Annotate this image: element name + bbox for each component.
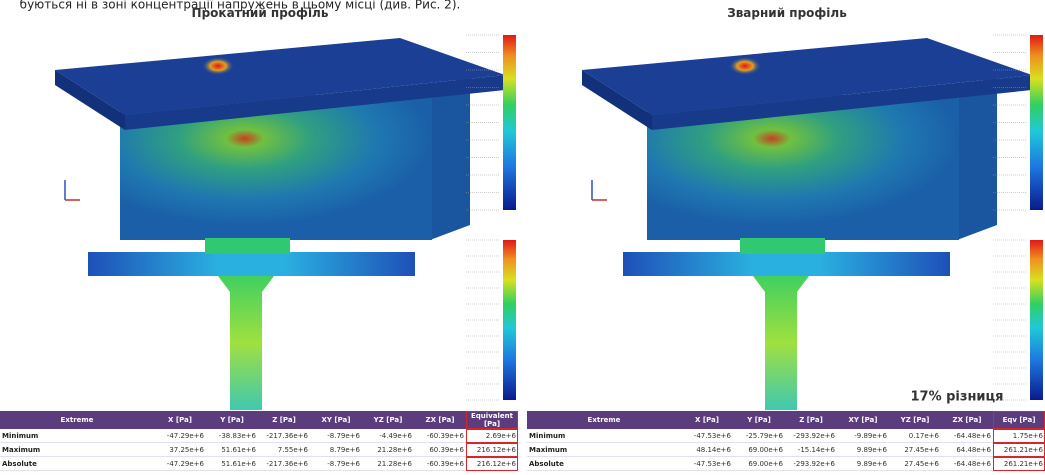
header-cell: Y [Pa]	[733, 411, 785, 429]
cell: 2.69e+6	[466, 429, 518, 443]
cell: -9.89e+6	[837, 429, 889, 443]
cell: 0.17e+6	[889, 429, 941, 443]
cell: -217.36e+6	[258, 457, 310, 471]
cell: 7.55e+6	[258, 443, 310, 457]
header-cell: Eqv [Pa]	[993, 411, 1045, 429]
section-block	[205, 238, 290, 254]
cell: 9.89e+6	[837, 443, 889, 457]
cell: Minimum	[527, 429, 681, 443]
cell: -293.92e+6	[785, 429, 837, 443]
section-web	[753, 276, 809, 410]
cell: Maximum	[0, 443, 154, 457]
cell: 69.00e+6	[733, 443, 785, 457]
cell: -47.29e+6	[154, 429, 206, 443]
header-cell: Extreme	[0, 411, 154, 429]
header-cell: Equivalent [Pa]	[466, 411, 518, 429]
annotation: 17% різниця	[910, 390, 1003, 405]
cell: 27.45e+6	[889, 457, 941, 471]
cell: 37.25e+6	[154, 443, 206, 457]
section-web	[218, 276, 274, 410]
cell: -47.53e+6	[681, 429, 733, 443]
cell: -293.92e+6	[785, 457, 837, 471]
web-side	[430, 75, 470, 240]
header-cell: YZ [Pa]	[889, 411, 941, 429]
header-cell: X [Pa]	[681, 411, 733, 429]
section-flange	[88, 252, 415, 276]
cell: 51.61e+6	[206, 457, 258, 471]
section-block	[740, 238, 825, 254]
cell: 64.48e+6	[941, 443, 993, 457]
cell: -38.83e+6	[206, 429, 258, 443]
cell: 9.89e+6	[837, 457, 889, 471]
colorbar	[1030, 240, 1043, 400]
cell: 48.14e+6	[681, 443, 733, 457]
cell: 21.28e+6	[362, 443, 414, 457]
cell: -25.79e+6	[733, 429, 785, 443]
cell: 261.21e+6	[993, 443, 1045, 457]
cell: -47.29e+6	[154, 457, 206, 471]
colorbar	[503, 35, 516, 210]
colorbar	[1030, 35, 1043, 210]
cell: 216.12e+6	[466, 457, 518, 471]
cell: -47.53e+6	[681, 457, 733, 471]
cell: 27.45e+6	[889, 443, 941, 457]
section-flange	[623, 252, 950, 276]
header-cell: X [Pa]	[154, 411, 206, 429]
header-cell: XY [Pa]	[837, 411, 889, 429]
figure: буються ні в зоні концентрації напружень…	[0, 0, 1045, 475]
cell: -64.48e+6	[941, 457, 993, 471]
hot-spot	[729, 57, 761, 75]
cell: 216.12e+6	[466, 443, 518, 457]
cell: -4.49e+6	[362, 429, 414, 443]
cell: 60.39e+6	[414, 443, 466, 457]
header-cell: YZ [Pa]	[362, 411, 414, 429]
cell: -60.39e+6	[414, 457, 466, 471]
cell: 8.79e+6	[310, 443, 362, 457]
cell: 69.00e+6	[733, 457, 785, 471]
cell: Minimum	[0, 429, 154, 443]
header-cell: Y [Pa]	[206, 411, 258, 429]
cell: Absolute	[0, 457, 154, 471]
cell: -60.39e+6	[414, 429, 466, 443]
cell: Absolute	[527, 457, 681, 471]
header-cell: XY [Pa]	[310, 411, 362, 429]
header-cell: Extreme	[527, 411, 681, 429]
panel-title: Прокатний профіль	[192, 6, 329, 20]
cell: Maximum	[527, 443, 681, 457]
cell: 21.28e+6	[362, 457, 414, 471]
cell: -64.48e+6	[941, 429, 993, 443]
cell: -217.36e+6	[258, 429, 310, 443]
header-cell: Z [Pa]	[785, 411, 837, 429]
header-cell: ZX [Pa]	[941, 411, 993, 429]
web-side	[957, 75, 997, 240]
colorbar	[503, 240, 516, 400]
cell: 1.75e+6	[993, 429, 1045, 443]
cell: 261.21e+6	[993, 457, 1045, 471]
cell: -8.79e+6	[310, 429, 362, 443]
cell: 51.61e+6	[206, 443, 258, 457]
header-cell: ZX [Pa]	[414, 411, 466, 429]
hot-spot	[202, 57, 234, 75]
page: буються ні в зоні концентрації напружень…	[0, 0, 1045, 475]
cell: -8.79e+6	[310, 457, 362, 471]
header-cell: Z [Pa]	[258, 411, 310, 429]
cell: -15.14e+6	[785, 443, 837, 457]
panel-title: Зварний профіль	[727, 6, 847, 20]
